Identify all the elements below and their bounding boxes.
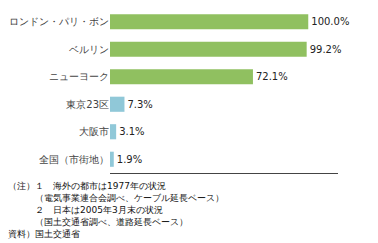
svg-text:ベルリン: ベルリン [69, 44, 109, 55]
svg-text:3.1%: 3.1% [119, 126, 144, 137]
svg-text:大阪市: 大阪市 [79, 126, 109, 137]
svg-text:7.3%: 7.3% [127, 99, 152, 110]
svg-text:（電気事業連合会調べ、ケーブル延長ベース）: （電気事業連合会調べ、ケーブル延長ベース） [8, 193, 224, 203]
svg-text:72.1%: 72.1% [256, 71, 288, 82]
svg-text:２ 日本は2005年3月末の状況: ２ 日本は2005年3月末の状況 [8, 205, 163, 215]
svg-text:全国（市街地）: 全国（市街地） [39, 154, 109, 165]
svg-text:1.9%: 1.9% [117, 154, 142, 165]
svg-text:資料）国土交通省: 資料）国土交通省 [8, 229, 80, 239]
svg-text:（国土交通省調べ、道路延長ベース）: （国土交通省調べ、道路延長ベース） [8, 217, 188, 227]
svg-text:ニューヨーク: ニューヨーク [49, 71, 109, 82]
svg-text:（注）１ 海外の都市は1977年の状況: （注）１ 海外の都市は1977年の状況 [8, 181, 166, 191]
svg-text:ロンドン・パリ・ボン: ロンドン・パリ・ボン [9, 16, 109, 27]
svg-text:100.0%: 100.0% [311, 16, 349, 27]
svg-text:東京23区: 東京23区 [66, 99, 109, 110]
svg-text:99.2%: 99.2% [310, 44, 342, 55]
